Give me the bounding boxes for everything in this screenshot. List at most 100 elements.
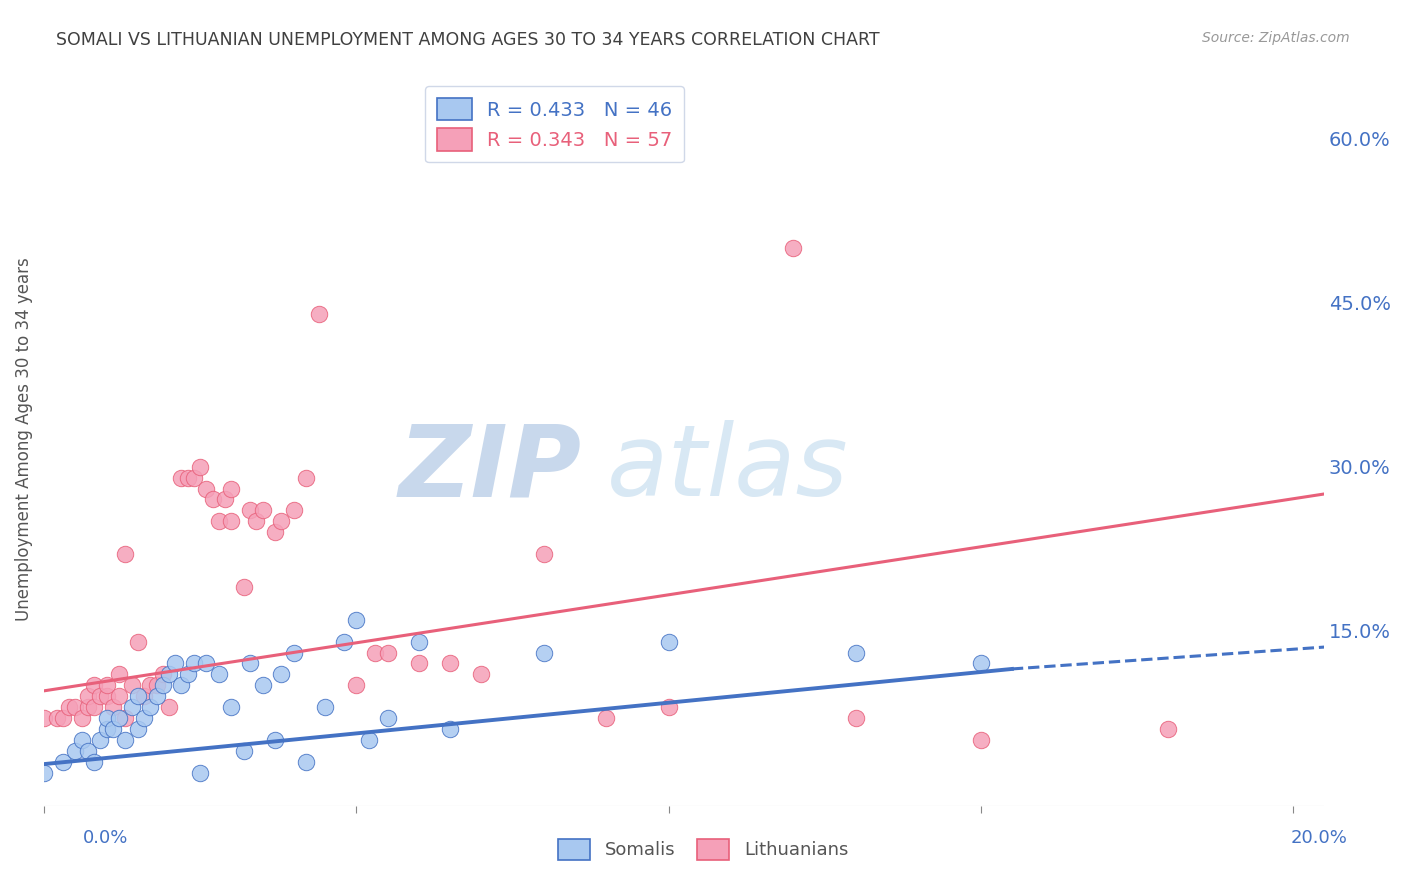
Point [139,678,162,692]
Point [333,634,356,648]
Point [145,690,167,704]
Text: SOMALI VS LITHUANIAN UNEMPLOYMENT AMONG AGES 30 TO 34 YEARS CORRELATION CHART: SOMALI VS LITHUANIAN UNEMPLOYMENT AMONG … [56,31,880,49]
Point [108,711,131,725]
Point [188,765,211,780]
Point [177,470,200,484]
Point [657,634,679,648]
Point [782,241,804,255]
Point [264,525,287,540]
Point [101,722,124,736]
Point [295,470,318,484]
Point [65,744,87,758]
Legend: Somalis, Lithuanians: Somalis, Lithuanians [551,831,855,867]
Point [252,503,274,517]
Point [114,733,136,747]
Point [657,700,679,714]
Point [221,482,243,496]
Point [408,634,430,648]
Point [127,690,149,704]
Point [58,700,80,714]
Point [232,744,254,758]
Point [152,667,174,681]
Point [183,657,205,671]
Point [145,678,167,692]
Point [344,613,367,627]
Point [377,711,399,725]
Point [121,678,143,692]
Point [845,711,868,725]
Point [270,667,292,681]
Point [89,690,111,704]
Point [408,657,430,671]
Point [183,470,205,484]
Point [157,667,180,681]
Point [308,307,330,321]
Text: 0.0%: 0.0% [83,829,128,847]
Text: 20.0%: 20.0% [1291,829,1347,847]
Point [533,646,555,660]
Point [170,470,193,484]
Point [101,700,124,714]
Point [96,690,118,704]
Point [245,514,267,528]
Point [96,722,118,736]
Point [1157,722,1180,736]
Point [283,646,305,660]
Point [252,678,274,692]
Point [533,547,555,561]
Point [83,678,105,692]
Point [221,700,243,714]
Point [214,492,236,507]
Point [239,657,262,671]
Point [188,459,211,474]
Point [221,514,243,528]
Point [96,678,118,692]
Point [439,657,461,671]
Point [264,733,287,747]
Text: ZIP: ZIP [399,420,582,517]
Point [357,733,380,747]
Point [83,755,105,769]
Point [108,667,131,681]
Point [377,646,399,660]
Point [76,744,98,758]
Text: atlas: atlas [607,420,849,517]
Point [83,700,105,714]
Point [208,514,231,528]
Point [364,646,387,660]
Point [470,667,492,681]
Point [127,634,149,648]
Point [121,700,143,714]
Point [127,722,149,736]
Point [177,667,200,681]
Point [32,765,55,780]
Point [283,503,305,517]
Point [45,711,67,725]
Point [344,678,367,692]
Point [114,547,136,561]
Point [195,657,218,671]
Point [970,657,993,671]
Legend: R = 0.433   N = 46, R = 0.343   N = 57: R = 0.433 N = 46, R = 0.343 N = 57 [425,87,685,162]
Point [232,580,254,594]
Point [195,482,218,496]
Point [70,711,93,725]
Point [845,646,868,660]
Point [132,690,155,704]
Point [170,678,193,692]
Point [114,711,136,725]
Point [270,514,292,528]
Point [208,667,231,681]
Point [314,700,336,714]
Point [157,700,180,714]
Point [152,678,174,692]
Point [89,733,111,747]
Point [139,700,162,714]
Point [108,690,131,704]
Point [295,755,318,769]
Point [239,503,262,517]
Point [76,700,98,714]
Point [52,755,75,769]
Point [165,657,187,671]
Point [595,711,617,725]
